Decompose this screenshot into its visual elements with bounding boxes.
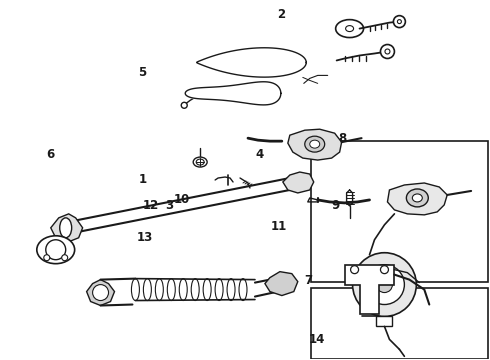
Circle shape [380, 266, 389, 274]
Polygon shape [388, 183, 447, 215]
Circle shape [44, 255, 50, 261]
Text: 8: 8 [339, 132, 347, 145]
Circle shape [380, 45, 394, 58]
Text: 3: 3 [165, 199, 173, 212]
Ellipse shape [305, 136, 325, 152]
Polygon shape [376, 316, 392, 327]
Polygon shape [283, 172, 314, 193]
Circle shape [46, 240, 66, 260]
Polygon shape [344, 265, 394, 315]
Ellipse shape [191, 279, 199, 301]
Text: 6: 6 [47, 148, 55, 161]
Polygon shape [87, 280, 115, 306]
Circle shape [181, 102, 187, 108]
Ellipse shape [203, 279, 211, 301]
Polygon shape [265, 272, 298, 296]
Circle shape [353, 253, 416, 316]
Ellipse shape [215, 279, 223, 301]
Ellipse shape [227, 279, 235, 301]
Ellipse shape [196, 159, 204, 165]
Bar [311, 140, 488, 282]
Text: 2: 2 [277, 8, 286, 21]
Text: 1: 1 [139, 173, 147, 186]
Polygon shape [288, 129, 342, 160]
Circle shape [397, 20, 401, 24]
Circle shape [376, 276, 392, 293]
Ellipse shape [239, 279, 247, 301]
Ellipse shape [336, 20, 364, 37]
Ellipse shape [269, 276, 291, 293]
Circle shape [393, 15, 405, 28]
Ellipse shape [179, 279, 187, 301]
Ellipse shape [144, 279, 151, 301]
Text: 11: 11 [271, 220, 287, 233]
Ellipse shape [131, 279, 140, 301]
Circle shape [365, 265, 404, 305]
Bar [311, 288, 488, 359]
Ellipse shape [60, 218, 72, 238]
Polygon shape [51, 214, 83, 242]
Ellipse shape [155, 279, 163, 301]
Text: 4: 4 [255, 148, 264, 161]
Circle shape [62, 255, 68, 261]
Polygon shape [196, 48, 306, 77]
Text: 5: 5 [138, 66, 147, 79]
Text: 12: 12 [143, 199, 159, 212]
Ellipse shape [345, 26, 354, 32]
Circle shape [93, 285, 108, 301]
Text: 13: 13 [137, 231, 153, 244]
Text: 14: 14 [309, 333, 325, 346]
Ellipse shape [193, 157, 207, 167]
Text: 10: 10 [173, 193, 190, 206]
Circle shape [350, 266, 359, 274]
Ellipse shape [37, 236, 74, 264]
Ellipse shape [413, 194, 422, 202]
Text: 9: 9 [332, 199, 340, 212]
Ellipse shape [167, 279, 175, 301]
Circle shape [385, 49, 390, 54]
Polygon shape [185, 82, 281, 105]
Ellipse shape [406, 189, 428, 207]
Ellipse shape [310, 140, 319, 148]
Text: 7: 7 [304, 274, 313, 287]
